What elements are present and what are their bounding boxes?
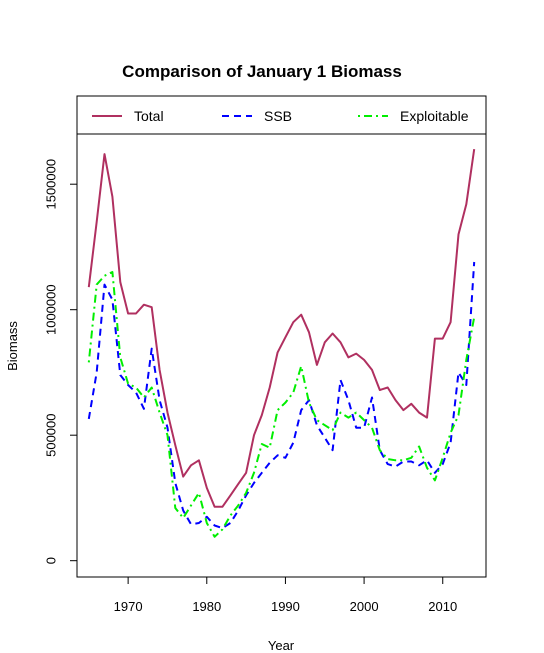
legend: Total SSB Exploitable — [92, 108, 469, 124]
legend-label-total: Total — [134, 108, 164, 124]
y-axis-label: Biomass — [5, 321, 20, 371]
y-tick-label: 0 — [44, 557, 59, 564]
legend-label-ssb: SSB — [264, 108, 292, 124]
x-axis-label: Year — [268, 638, 295, 653]
y-tick-label: 1000000 — [44, 284, 59, 335]
plot-frame — [76, 95, 487, 578]
legend-label-exploitable: Exploitable — [400, 108, 469, 124]
chart-title: Comparison of January 1 Biomass — [122, 62, 402, 81]
series-line-total — [87, 148, 476, 508]
x-tick-label: 1980 — [192, 599, 221, 614]
axes: 1970 1980 1990 2000 2010 0 500000 1000000 150000… — [44, 95, 487, 614]
series-line-ssb — [87, 261, 476, 530]
plot-area — [87, 148, 476, 538]
y-tick-label: 500000 — [44, 413, 59, 456]
x-tick-label: 2000 — [350, 599, 379, 614]
series-line-exploitable — [87, 271, 476, 538]
x-tick-label: 1990 — [271, 599, 300, 614]
y-tick-label: 1500000 — [44, 159, 59, 210]
x-tick-label: 2010 — [428, 599, 457, 614]
x-tick-label: 1970 — [114, 599, 143, 614]
